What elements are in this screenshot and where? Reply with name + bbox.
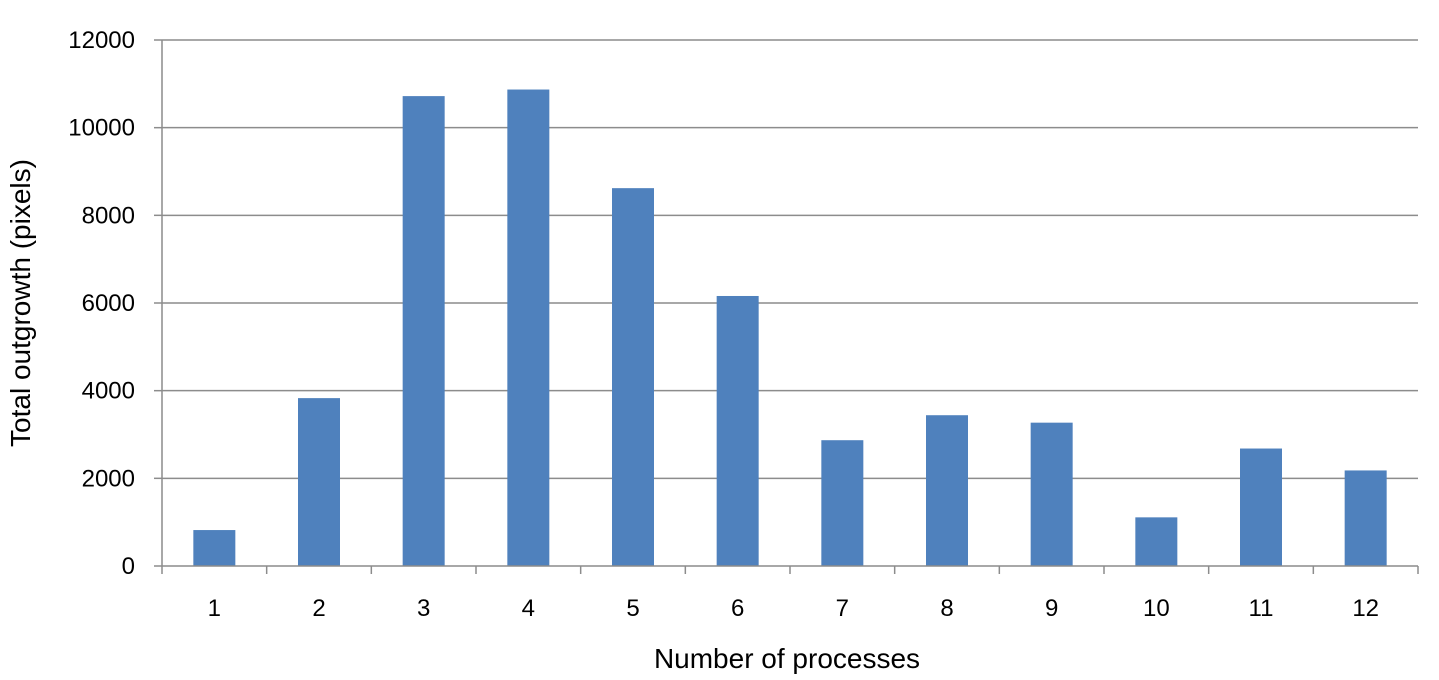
x-tick-labels: 1 2 3 4 5 6 7 8 9 10 11 12 — [208, 595, 1379, 622]
x-tick-label: 12 — [1352, 595, 1379, 622]
x-tick-label: 4 — [522, 595, 535, 622]
x-tick-label: 9 — [1045, 595, 1058, 622]
y-tick-label: 10000 — [68, 115, 135, 142]
x-tick-label: 6 — [731, 595, 744, 622]
x-tick-label: 8 — [940, 595, 953, 622]
x-tick-label: 2 — [312, 595, 325, 622]
bar-4 — [507, 89, 550, 566]
x-tick-label: 11 — [1249, 595, 1274, 622]
x-tick-label: 10 — [1143, 595, 1170, 622]
y-tick-label: 4000 — [82, 378, 135, 405]
x-axis-title: Number of processes — [654, 643, 920, 674]
y-tick-label: 2000 — [82, 465, 135, 492]
bar-2 — [298, 398, 340, 566]
bar-12 — [1344, 470, 1387, 566]
y-tick-labels: 0 2000 4000 6000 8000 10000 12000 — [68, 27, 135, 580]
y-tick-label: 6000 — [82, 290, 135, 317]
bar-8 — [926, 415, 968, 566]
bar-5 — [612, 188, 654, 566]
bars — [193, 89, 1387, 567]
x-tick-label: 3 — [417, 595, 430, 622]
bar-1 — [193, 530, 236, 566]
bar-9 — [1030, 422, 1073, 566]
y-tick-label: 0 — [122, 553, 135, 580]
y-axis-title: Total outgrowth (pixels) — [5, 159, 36, 447]
axes — [161, 40, 1419, 574]
bar-7 — [821, 440, 864, 566]
bar-10 — [1135, 517, 1178, 566]
y-tick-label: 12000 — [68, 27, 135, 54]
bar-3 — [402, 96, 445, 567]
x-tick-label: 7 — [836, 595, 849, 622]
y-tick-label: 8000 — [82, 202, 135, 229]
bar-6 — [716, 295, 759, 566]
x-tick-label: 1 — [208, 595, 221, 622]
bar-11 — [1240, 448, 1282, 566]
x-tick-label: 5 — [626, 595, 639, 622]
gridlines — [154, 39, 1418, 567]
